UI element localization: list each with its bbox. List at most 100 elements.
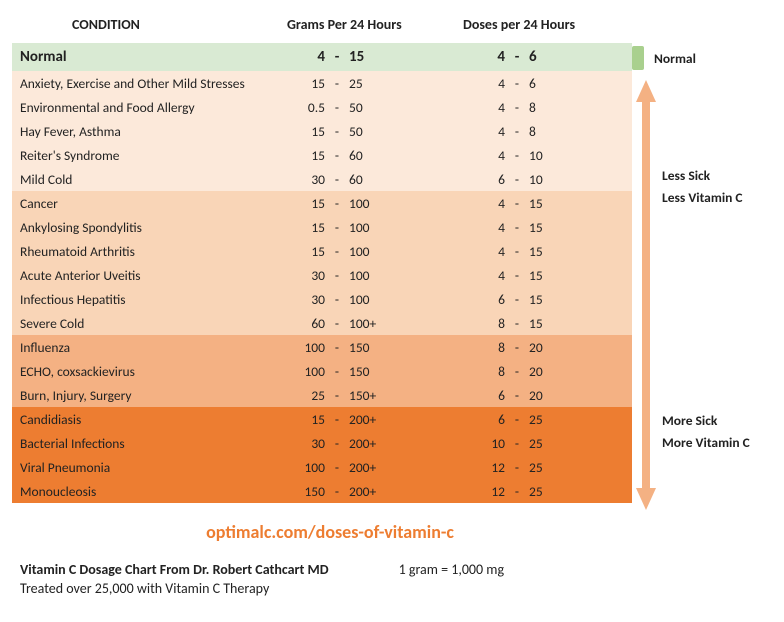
range-dash: -	[325, 291, 349, 308]
range-dash: -	[325, 48, 349, 66]
doses-high: 25	[529, 483, 577, 500]
grams-high: 200+	[349, 459, 397, 476]
grams-high: 60	[349, 171, 397, 188]
range-dash: -	[325, 339, 349, 356]
chart-footer: optimalc.com/doses-of-vitamin-c Vitamin …	[0, 503, 784, 597]
cell-condition: Ankylosing Spondylitis	[12, 219, 277, 236]
table-row: Burn, Injury, Surgery25-150+6-20	[12, 383, 632, 407]
cell-doses: 12-25	[457, 459, 632, 476]
cell-condition: Anxiety, Exercise and Other Mild Stresse…	[12, 75, 277, 92]
credit-conversion: 1 gram = 1,000 mg	[399, 561, 504, 578]
doses-low: 6	[457, 171, 505, 188]
cell-condition: Infectious Hepatitis	[12, 291, 277, 308]
range-dash: -	[505, 171, 529, 188]
cell-condition: Rheumatoid Arthritis	[12, 243, 277, 260]
grams-low: 60	[277, 315, 325, 332]
doses-high: 15	[529, 195, 577, 212]
cell-grams: 15-200+	[277, 411, 457, 428]
header-grams: Grams Per 24 Hours	[277, 16, 457, 33]
doses-low: 12	[457, 483, 505, 500]
legend-more-vitc: More Vitamin C	[662, 432, 750, 454]
table-row: Candidiasis15-200+6-25	[12, 407, 632, 431]
doses-low: 4	[457, 219, 505, 236]
range-dash: -	[505, 483, 529, 500]
doses-high: 6	[529, 48, 577, 66]
range-dash: -	[505, 459, 529, 476]
doses-low: 4	[457, 243, 505, 260]
doses-low: 4	[457, 123, 505, 140]
cell-doses: 8-15	[457, 315, 632, 332]
range-dash: -	[325, 99, 349, 116]
grams-low: 30	[277, 291, 325, 308]
cell-grams: 100-200+	[277, 459, 457, 476]
range-dash: -	[505, 267, 529, 284]
range-dash: -	[325, 195, 349, 212]
cell-condition: Severe Cold	[12, 315, 277, 332]
cell-condition: Acute Anterior Uveitis	[12, 267, 277, 284]
doses-high: 10	[529, 147, 577, 164]
credit-title: Vitamin C Dosage Chart From Dr. Robert C…	[20, 561, 329, 578]
cell-grams: 15-100	[277, 195, 457, 212]
table-row: Ankylosing Spondylitis15-1004-15	[12, 215, 632, 239]
grams-high: 150	[349, 339, 397, 356]
table-row: Rheumatoid Arthritis15-1004-15	[12, 239, 632, 263]
grams-low: 15	[277, 219, 325, 236]
range-dash: -	[505, 387, 529, 404]
grams-high: 15	[349, 48, 397, 66]
grams-high: 100	[349, 267, 397, 284]
grams-low: 15	[277, 195, 325, 212]
table-row: Bacterial Infections30-200+10-25	[12, 431, 632, 455]
legend-less-sick: Less Sick	[662, 165, 743, 187]
doses-low: 4	[457, 195, 505, 212]
grams-high: 25	[349, 75, 397, 92]
legend-more-sick: More Sick	[662, 410, 750, 432]
cell-doses: 4-15	[457, 195, 632, 212]
cell-grams: 4-15	[277, 48, 457, 66]
cell-grams: 60-100+	[277, 315, 457, 332]
doses-high: 25	[529, 411, 577, 428]
grams-high: 200+	[349, 435, 397, 452]
cell-condition: Monoucleosis	[12, 483, 277, 500]
cell-condition: Mild Cold	[12, 171, 277, 188]
doses-low: 10	[457, 435, 505, 452]
range-dash: -	[505, 147, 529, 164]
range-dash: -	[325, 243, 349, 260]
range-dash: -	[505, 291, 529, 308]
cell-condition: Bacterial Infections	[12, 435, 277, 452]
dosage-table: CONDITION Grams Per 24 Hours Doses per 2…	[12, 10, 632, 503]
cell-condition: ECHO, coxsackievirus	[12, 363, 277, 380]
table-row: Environmental and Food Allergy0.5-504-8	[12, 95, 632, 119]
grams-high: 100	[349, 291, 397, 308]
cell-condition: Burn, Injury, Surgery	[12, 387, 277, 404]
header-condition: CONDITION	[12, 16, 277, 33]
source-url: optimalc.com/doses-of-vitamin-c	[20, 521, 640, 543]
doses-low: 8	[457, 363, 505, 380]
doses-high: 8	[529, 123, 577, 140]
header-doses: Doses per 24 Hours	[457, 16, 632, 33]
credit-subtitle: Treated over 25,000 with Vitamin C Thera…	[20, 580, 764, 597]
doses-high: 6	[529, 75, 577, 92]
table-row: Viral Pneumonia100-200+12-25	[12, 455, 632, 479]
grams-low: 15	[277, 243, 325, 260]
doses-low: 4	[457, 75, 505, 92]
range-dash: -	[505, 339, 529, 356]
table-row: Hay Fever, Asthma15-504-8	[12, 119, 632, 143]
doses-low: 6	[457, 411, 505, 428]
grams-low: 100	[277, 339, 325, 356]
doses-low: 8	[457, 339, 505, 356]
cell-doses: 4-15	[457, 267, 632, 284]
legend-normal-label: Normal	[654, 50, 696, 67]
cell-doses: 6-25	[457, 411, 632, 428]
doses-low: 4	[457, 147, 505, 164]
cell-grams: 150-200+	[277, 483, 457, 500]
grams-low: 15	[277, 147, 325, 164]
cell-grams: 0.5-50	[277, 99, 457, 116]
cell-grams: 15-100	[277, 219, 457, 236]
doses-high: 10	[529, 171, 577, 188]
grams-high: 150+	[349, 387, 397, 404]
doses-high: 25	[529, 435, 577, 452]
range-dash: -	[505, 411, 529, 428]
range-dash: -	[325, 387, 349, 404]
cell-grams: 15-60	[277, 147, 457, 164]
cell-doses: 4-8	[457, 99, 632, 116]
